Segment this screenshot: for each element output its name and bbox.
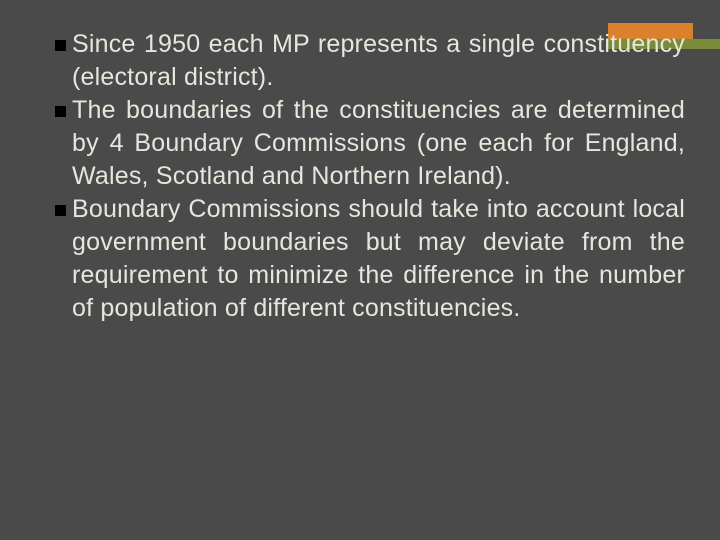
bullet-marker	[55, 106, 66, 117]
bullet-marker	[55, 40, 66, 51]
bullet-marker	[55, 205, 66, 216]
bullet-item: Since 1950 each MP represents a single c…	[55, 28, 685, 94]
bullet-item: The boundaries of the constituencies are…	[55, 94, 685, 193]
bullet-text: Boundary Commissions should take into ac…	[72, 193, 685, 325]
bullet-item: Boundary Commissions should take into ac…	[55, 193, 685, 325]
slide-content: Since 1950 each MP represents a single c…	[55, 28, 685, 325]
bullet-text: The boundaries of the constituencies are…	[72, 94, 685, 193]
bullet-text: Since 1950 each MP represents a single c…	[72, 28, 685, 94]
